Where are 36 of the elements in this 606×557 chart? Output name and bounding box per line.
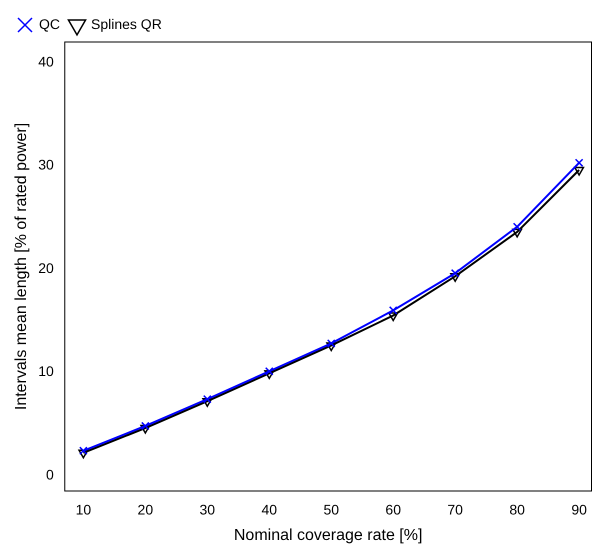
point [388, 306, 398, 315]
point [450, 273, 460, 282]
x-tick-label: 90 [571, 501, 588, 518]
point [512, 228, 522, 238]
y-tick-label: 20 [38, 260, 54, 276]
point [79, 446, 88, 456]
x-tick-label: 80 [509, 501, 526, 518]
y-tick-label: 0 [46, 466, 54, 482]
y-axis-title: Intervals mean length [% of rated power] [13, 122, 30, 410]
point [264, 366, 274, 376]
point [141, 422, 150, 430]
x-tick-label: 40 [261, 501, 278, 518]
point [264, 370, 274, 380]
x-tick-label: 70 [447, 501, 464, 518]
y-tick-label: 10 [38, 363, 54, 380]
point [512, 222, 522, 232]
x-tick-label: 60 [385, 501, 402, 518]
point [140, 424, 150, 434]
point [450, 268, 460, 278]
x-tick-label: 20 [138, 501, 154, 518]
legend-label: Splines QR [91, 16, 162, 32]
y-tick-label: 40 [38, 54, 54, 70]
x-tick-label: 10 [76, 501, 92, 518]
x-axis-title: Nominal coverage rate [%] [234, 526, 422, 544]
point [202, 398, 212, 407]
y-tick-label: 30 [38, 156, 54, 173]
legend-label: QC [39, 16, 60, 32]
x-tick-label: 30 [200, 501, 216, 518]
point [326, 342, 336, 352]
x-tick-label: 50 [323, 501, 340, 518]
point [203, 394, 212, 404]
point [388, 312, 398, 322]
point [574, 166, 584, 176]
point [326, 339, 336, 348]
point [78, 450, 88, 459]
point [574, 158, 584, 168]
